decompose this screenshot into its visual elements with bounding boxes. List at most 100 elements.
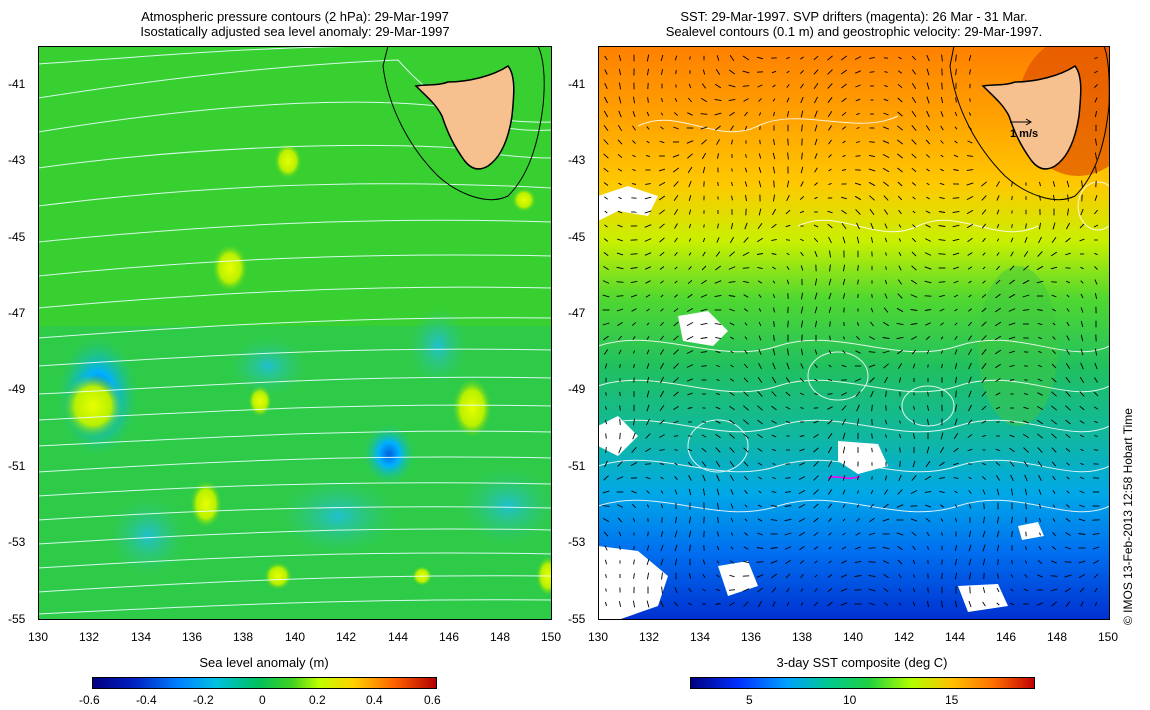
velocity-arrow [954, 418, 958, 426]
velocity-arrow [1080, 307, 1084, 313]
velocity-arrow [743, 405, 749, 411]
left-x-tick: 132 [79, 630, 100, 644]
velocity-arrow [995, 406, 1001, 410]
velocity-arrow [996, 488, 1000, 496]
velocity-arrow [1064, 546, 1072, 550]
velocity-arrow [716, 545, 720, 551]
velocity-arrow [771, 405, 777, 411]
velocity-arrow [869, 336, 875, 340]
velocity-arrow [855, 518, 861, 522]
velocity-arrow [813, 83, 819, 89]
velocity-arrow [729, 560, 735, 564]
velocity-arrow [744, 222, 748, 230]
velocity-arrow [1080, 348, 1084, 356]
velocity-arrow [868, 168, 876, 172]
velocity-arrow [605, 446, 607, 454]
velocity-arrow [786, 252, 790, 256]
velocity-arrow [871, 294, 873, 298]
velocity-arrow [716, 139, 720, 145]
velocity-arrow [884, 237, 888, 243]
velocity-arrow [927, 391, 929, 397]
velocity-arrow [1081, 180, 1083, 188]
velocity-arrow [758, 208, 762, 216]
velocity-arrow [953, 280, 959, 284]
velocity-arrow [800, 181, 804, 187]
velocity-arrow [757, 532, 763, 536]
velocity-arrow [856, 322, 860, 326]
velocity-arrow [730, 364, 734, 368]
velocity-arrow [997, 573, 999, 579]
velocity-arrow [616, 295, 624, 297]
velocity-arrow [729, 54, 735, 62]
velocity-arrow [966, 223, 974, 229]
velocity-arrow [1008, 293, 1016, 299]
velocity-arrow [896, 139, 904, 145]
velocity-arrow [1065, 237, 1071, 243]
velocity-arrow [687, 293, 693, 299]
velocity-arrow [856, 236, 860, 244]
velocity-arrow [996, 238, 1000, 242]
velocity-arrow [968, 558, 972, 566]
velocity-arrow [883, 98, 889, 102]
velocity-arrow [716, 237, 720, 243]
velocity-arrow [1052, 518, 1056, 522]
velocity-arrow [702, 251, 706, 257]
velocity-arrow [884, 293, 888, 299]
velocity-arrow [941, 600, 943, 608]
velocity-arrow [955, 68, 957, 76]
velocity-arrow [1079, 223, 1085, 229]
velocity-arrow [813, 461, 819, 467]
velocity-arrow [1052, 194, 1056, 202]
velocity-arrow [869, 377, 875, 383]
velocity-arrow [646, 336, 650, 340]
velocity-arrow [757, 280, 763, 284]
velocity-arrow [631, 308, 637, 312]
velocity-arrow [619, 391, 621, 397]
velocity-arrow [925, 154, 931, 158]
velocity-arrow [800, 251, 804, 257]
velocity-arrow [899, 420, 901, 424]
velocity-arrow [953, 154, 959, 158]
velocity-arrow [633, 418, 635, 426]
velocity-arrow [981, 209, 987, 215]
velocity-arrow [1078, 574, 1086, 578]
left-x-tick: 150 [541, 630, 562, 644]
velocity-arrow [661, 586, 663, 594]
velocity-arrow [1039, 222, 1041, 230]
velocity-arrow [981, 475, 987, 481]
velocity-arrow [1009, 265, 1015, 271]
velocity-arrow [660, 376, 664, 384]
velocity-arrow [617, 210, 623, 214]
velocity-arrow [814, 124, 818, 132]
velocity-arrow [1025, 502, 1027, 510]
velocity-arrow [1051, 349, 1057, 355]
velocity-arrow [883, 503, 889, 509]
velocity-arrow [631, 503, 637, 509]
velocity-arrow [619, 419, 621, 425]
velocity-arrow [912, 460, 916, 468]
velocity-arrow [1080, 362, 1084, 370]
velocity-arrow [785, 477, 791, 479]
velocity-arrow [632, 168, 636, 172]
velocity-arrow [911, 69, 917, 75]
velocity-arrow [799, 392, 805, 396]
velocity-arrow [1080, 462, 1084, 466]
velocity-arrow [1066, 222, 1070, 230]
velocity-arrow [981, 420, 987, 424]
velocity-arrow [841, 209, 847, 215]
velocity-arrow [1051, 363, 1057, 369]
velocity-arrow [883, 126, 889, 130]
velocity-arrow [800, 265, 804, 271]
velocity-arrow [729, 433, 735, 439]
velocity-arrow [995, 307, 1001, 313]
velocity-arrow [1066, 180, 1070, 188]
velocity-arrow [1080, 334, 1084, 342]
left-y-tick: -47 [8, 306, 26, 320]
velocity-arrow [617, 139, 623, 145]
velocity-arrow [911, 349, 917, 355]
right-y-tick: -51 [568, 459, 586, 473]
velocity-arrow [840, 55, 848, 61]
velocity-arrow [940, 350, 944, 354]
velocity-arrow [897, 363, 903, 369]
velocity-arrow [605, 588, 607, 592]
